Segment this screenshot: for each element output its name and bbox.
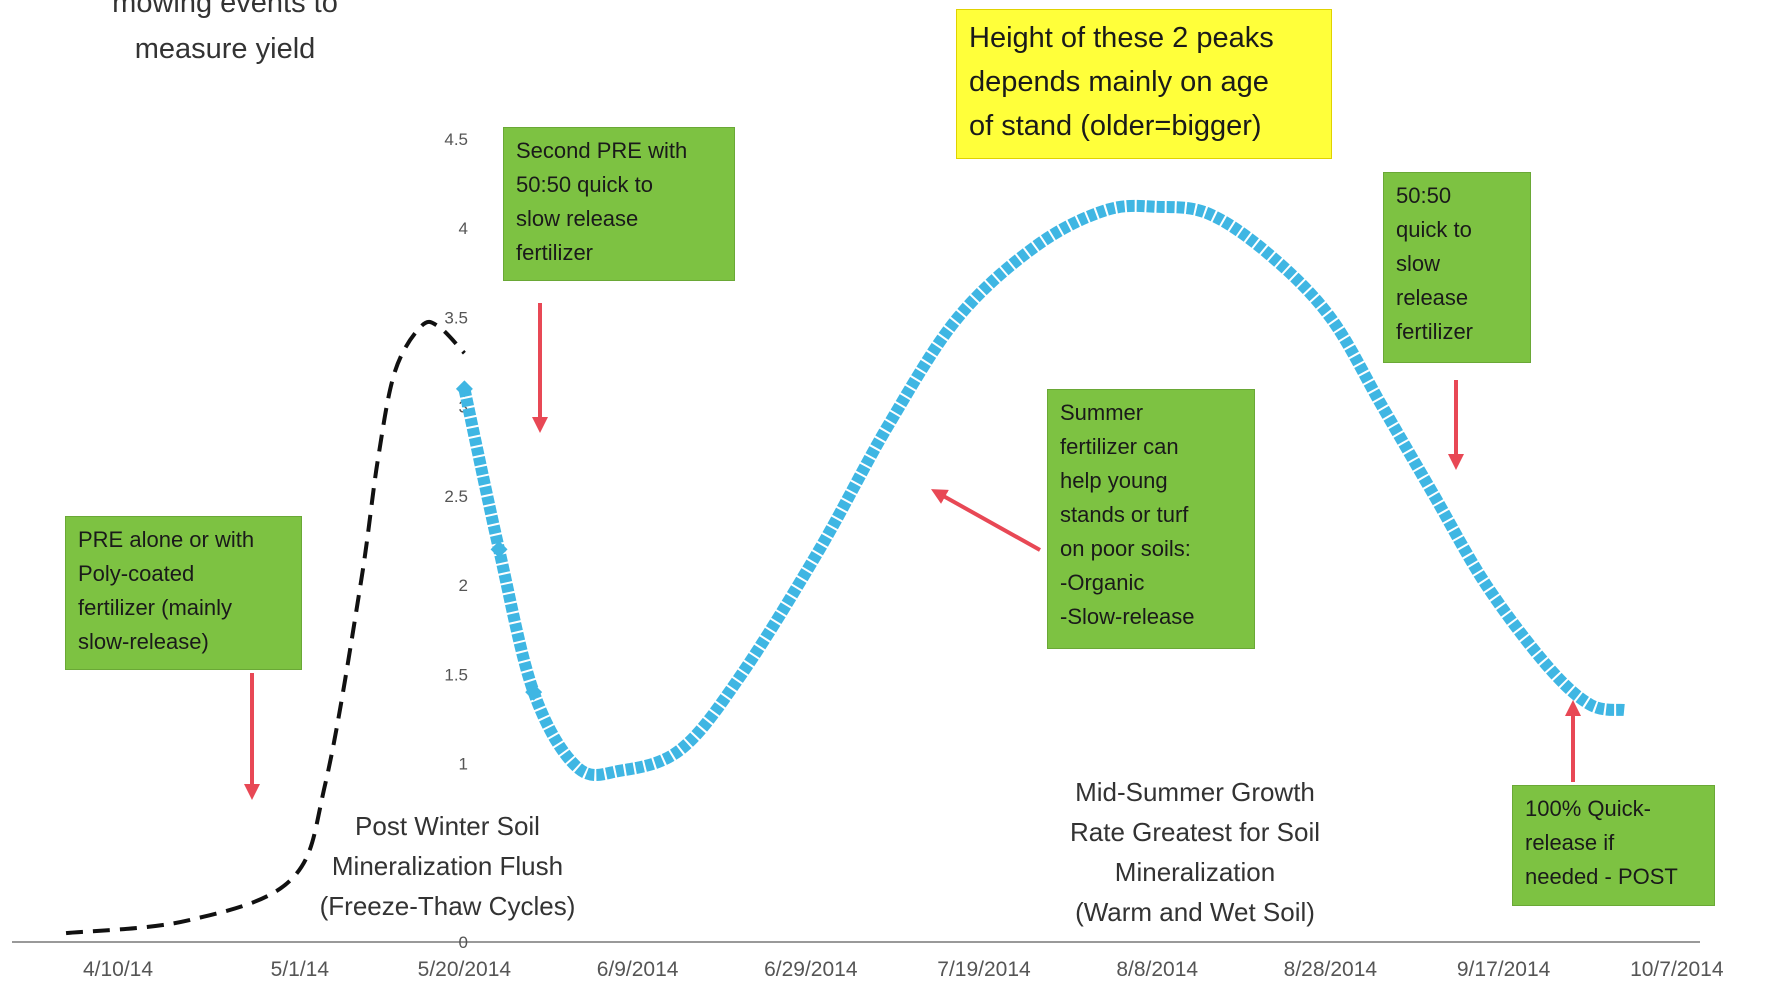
- x-tick-label: 10/7/2014: [1630, 958, 1724, 981]
- box-second-pre: Second PRE with 50:50 quick to slow rele…: [503, 127, 735, 281]
- x-tick-label: 6/29/2014: [764, 958, 858, 981]
- x-tick-label: 5/1/14: [271, 958, 330, 981]
- series-point: [525, 683, 543, 701]
- y-tick-label: 1: [459, 755, 468, 774]
- arrow-summer: [931, 489, 1041, 552]
- y-tick-label: 0: [459, 933, 468, 952]
- y-tick-label: 2: [459, 576, 468, 595]
- dotted-series-line: [458, 199, 1626, 781]
- y-tick-label: 4.5: [444, 130, 468, 149]
- series-point: [490, 540, 508, 558]
- x-tick-label: 6/9/2014: [597, 958, 679, 981]
- note-post-winter: Post Winter Soil Mineralization Flush (F…: [319, 811, 576, 921]
- x-tick-label: 8/8/2014: [1116, 958, 1198, 981]
- x-tick-label: 7/19/2014: [937, 958, 1031, 981]
- box-fall-5050: 50:50 quick to slow release fertilizer: [1383, 172, 1531, 363]
- y-tick-label: 1.5: [444, 665, 468, 684]
- box-summer-fertilizer: Summer fertilizer can help young stands …: [1047, 389, 1255, 649]
- x-tick-label: 4/10/14: [83, 958, 153, 981]
- box-pre-alone: PRE alone or with Poly-coated fertilizer…: [65, 516, 302, 670]
- arrows: [244, 303, 1581, 800]
- x-tick-label: 5/20/2014: [418, 958, 512, 981]
- y-tick-label: 4: [459, 219, 468, 238]
- dashed-series-line: [65, 319, 466, 936]
- top-caption: mowing events to measure yield: [112, 0, 338, 65]
- y-tick-label: 3.5: [444, 308, 468, 327]
- x-tick-label: 9/17/2014: [1457, 958, 1551, 981]
- note-mid-summer: Mid-Summer Growth Rate Greatest for Soil…: [1070, 777, 1320, 927]
- series-group: [65, 199, 1626, 936]
- box-quick-release: 100% Quick- release if needed - POST: [1512, 785, 1715, 906]
- y-tick-label: 2.5: [444, 487, 468, 506]
- box-height-peaks: Height of these 2 peaks depends mainly o…: [956, 9, 1332, 159]
- x-tick-labels: 4/10/14 5/1/14 5/20/2014 6/9/2014 6/29/2014 7…: [83, 958, 1724, 981]
- series-point: [455, 380, 473, 398]
- x-tick-label: 8/28/2014: [1284, 958, 1378, 981]
